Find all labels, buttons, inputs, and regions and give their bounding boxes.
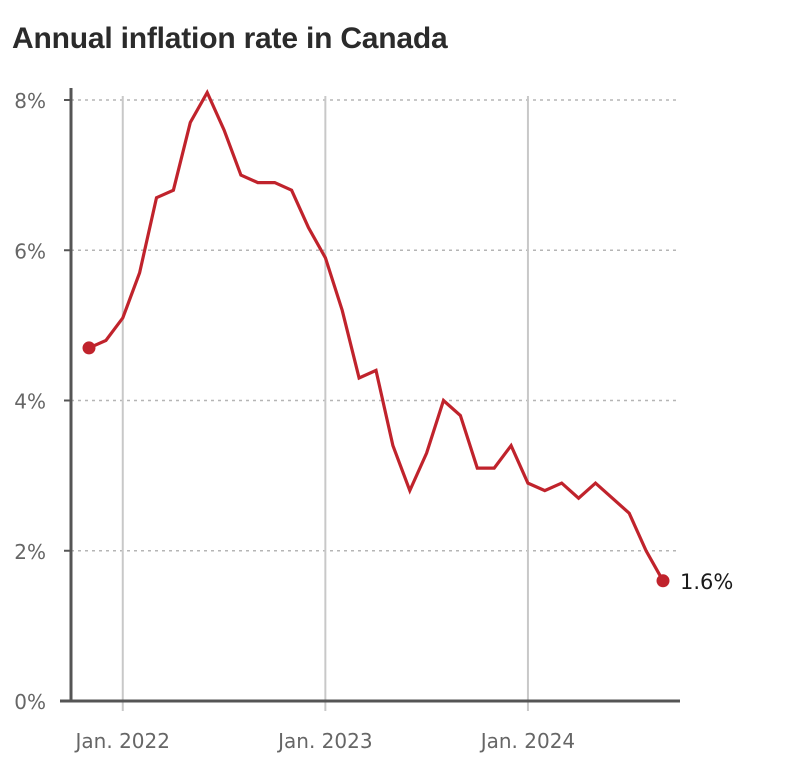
series-line <box>87 88 665 583</box>
x-tick-label: Jan. 2023 <box>276 729 372 753</box>
x-tick-label: Jan. 2022 <box>74 729 170 753</box>
data-point <box>121 316 125 320</box>
data-point <box>526 481 530 485</box>
data-point <box>273 181 277 185</box>
data-point <box>171 188 175 192</box>
data-point <box>239 173 243 177</box>
data-point <box>610 496 614 500</box>
data-point <box>155 196 159 200</box>
y-tick-label: 8% <box>14 89 46 113</box>
data-point <box>644 549 648 553</box>
data-point <box>627 511 631 515</box>
y-tick-label: 2% <box>14 540 46 564</box>
data-point <box>408 489 412 493</box>
data-point <box>458 414 462 418</box>
data-point <box>425 451 429 455</box>
vertical-gridlines <box>121 96 529 711</box>
data-point <box>340 308 344 312</box>
y-tick-label: 6% <box>14 239 46 263</box>
y-tick-label: 4% <box>14 390 46 414</box>
data-point <box>475 466 479 470</box>
data-point <box>593 481 597 485</box>
chart-title: Annual inflation rate in Canada <box>12 22 448 55</box>
x-tick-labels: Jan. 2022 Jan. 2023 Jan. 2024 <box>74 729 576 753</box>
axes <box>60 88 680 703</box>
series-group: 1.6% <box>82 88 733 594</box>
data-point <box>492 466 496 470</box>
y-tick-label: 0% <box>14 690 46 714</box>
data-point <box>442 399 446 403</box>
data-point <box>256 181 260 185</box>
data-point <box>543 489 547 493</box>
data-point <box>222 128 226 132</box>
data-point <box>391 444 395 448</box>
end-point-marker <box>656 574 670 588</box>
data-point <box>509 444 513 448</box>
end-value-label: 1.6% <box>680 570 733 594</box>
data-point <box>290 188 294 192</box>
data-point <box>560 481 564 485</box>
data-point <box>188 121 192 125</box>
data-point <box>374 368 378 372</box>
x-tick-label: Jan. 2024 <box>479 729 575 753</box>
data-point <box>357 376 361 380</box>
data-point <box>323 256 327 260</box>
horizontal-gridlines <box>71 99 680 552</box>
data-point <box>104 338 108 342</box>
data-point <box>138 271 142 275</box>
start-point-marker <box>82 341 96 355</box>
data-point <box>577 496 581 500</box>
y-tick-labels: 0% 2% 4% 6% 8% <box>14 89 46 714</box>
data-point <box>306 226 310 230</box>
data-point <box>205 90 209 94</box>
